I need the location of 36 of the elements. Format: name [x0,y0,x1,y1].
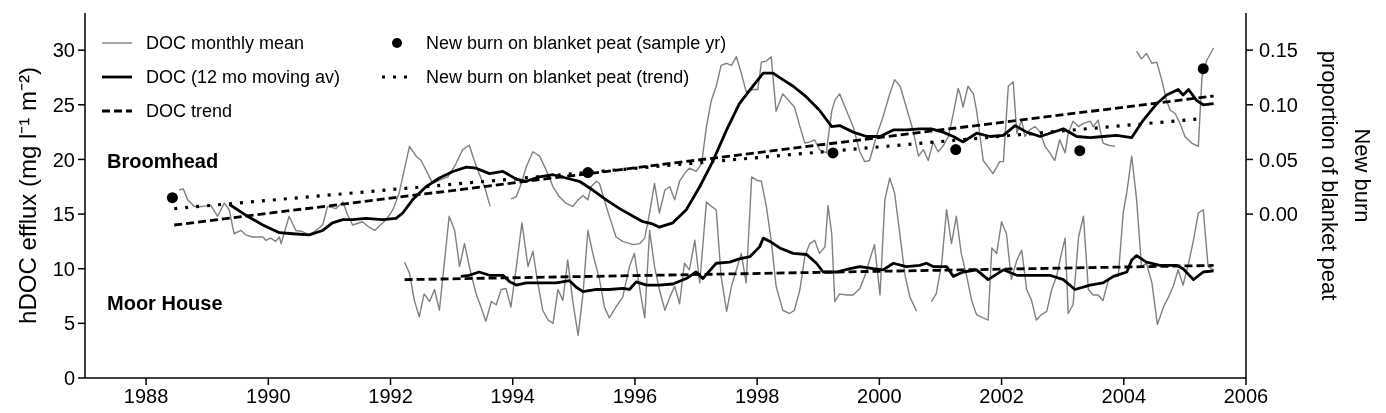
y-tick-label: 25 [52,93,75,116]
x-tick-label: 1992 [368,385,413,408]
y2-axis-title: New burn proportion of blanket peat [1317,50,1375,301]
legend-label: DOC (12 mo moving av) [146,66,341,88]
x-tick-label: 1990 [246,385,291,408]
x-tick-label: 2002 [979,385,1024,408]
y-tick-label: 5 [63,312,75,335]
y-tick-label: 20 [52,148,75,171]
y-tick-label: 30 [52,39,75,62]
point [950,144,962,156]
y-tick-label: 10 [52,257,75,280]
y-tick-label: 15 [52,203,75,226]
x-tick-label: 1994 [490,385,535,408]
legend-label: DOC trend [146,100,233,122]
y-axis-title: hDOC efflux (mg l⁻¹ m⁻²) [14,67,41,324]
x-tick-label: 2004 [1101,385,1147,408]
point [827,147,839,159]
x-tick-label: 2000 [857,385,902,408]
legend-label: New burn on blanket peat (trend) [426,66,690,88]
x-tick-label: 1996 [612,385,658,408]
y2-tick-label: 0.05 [1259,148,1298,171]
legend-label: New burn on blanket peat (sample yr) [426,32,727,54]
legend-label: DOC monthly mean [146,32,305,54]
point [1074,145,1086,157]
x-tick-label: 1998 [734,385,780,408]
y2-tick-label: 0.10 [1259,93,1298,116]
y-tick-label: 0 [63,367,75,390]
annotation: Moor House [107,292,223,315]
point [1197,63,1209,75]
y2-tick-label: 0.15 [1259,39,1298,62]
x-tick-label: 1988 [123,385,169,408]
point [166,192,178,204]
x-tick-label: 2006 [1223,385,1269,408]
y2-tick-label: 0.00 [1259,203,1298,226]
point [582,167,594,179]
annotation: Broomhead [107,150,219,173]
